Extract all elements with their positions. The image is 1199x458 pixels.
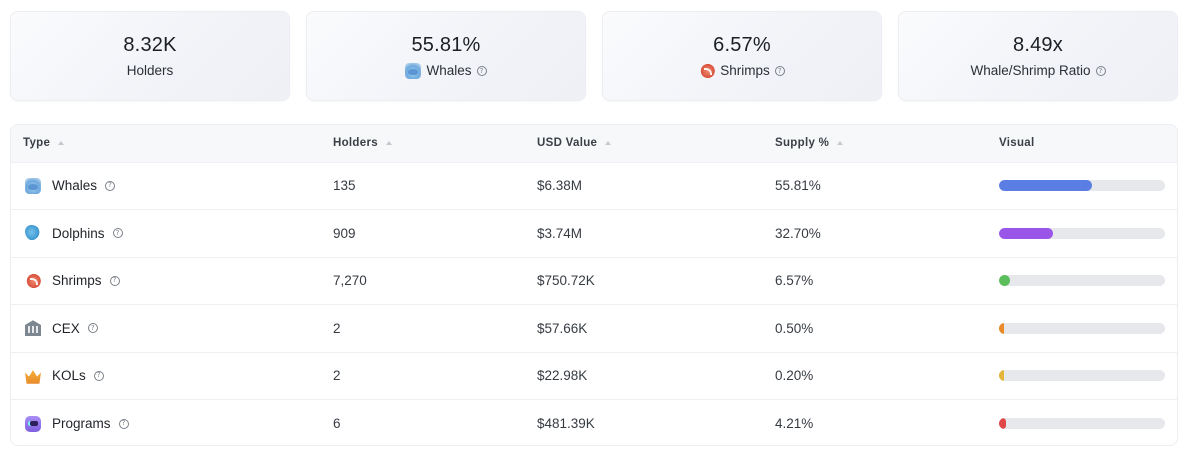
usd-value-cell: $3.74M: [537, 225, 583, 241]
help-icon[interactable]: ?: [774, 66, 785, 76]
ratio-label: Whale/Shrimp Ratio: [970, 63, 1091, 78]
sort-icon[interactable]: [385, 141, 392, 146]
help-icon[interactable]: ?: [1095, 66, 1106, 76]
supply-bar: [999, 180, 1165, 192]
holders-cell: 909: [333, 225, 356, 241]
whale-icon: [405, 63, 422, 79]
ratio-label-row: Whale/Shrimp Ratio ?: [970, 63, 1106, 79]
shrimp-icon: [699, 63, 716, 79]
help-icon[interactable]: ?: [476, 66, 487, 76]
shrimps-label: Shrimps: [720, 63, 770, 78]
help-icon[interactable]: ?: [87, 323, 98, 334]
holders-label: Holders: [126, 63, 174, 78]
header-holders[interactable]: Holders: [321, 125, 525, 162]
supply-bar: [999, 322, 1165, 334]
holders-cell: 7,270: [333, 273, 367, 289]
supply-bar-fill: [999, 322, 1004, 334]
supply-bar-fill: [999, 418, 1006, 429]
summary-cards: 8.32K Holders 55.81% Whales ? 6.57% Shri…: [10, 11, 1178, 101]
header-holders-label: Holders: [333, 137, 378, 150]
holders-value: 8.32K: [123, 34, 177, 56]
supply-cell: 4.21%: [775, 416, 814, 431]
holders-cell: 135: [333, 178, 356, 194]
header-type-label: Type: [23, 137, 51, 150]
table-row[interactable]: CEX? 2 $57.66K 0.50%: [11, 304, 1177, 353]
table-header-row: Type Holders USD Value Supply % Visual: [11, 125, 1177, 162]
supply-cell: 0.50%: [775, 320, 814, 336]
header-type[interactable]: Type: [11, 125, 321, 162]
shrimps-label-row: Shrimps ?: [699, 63, 785, 79]
header-visual-label: Visual: [999, 137, 1035, 150]
header-visual: Visual: [987, 125, 1177, 162]
ratio-value: 8.49x: [1013, 34, 1063, 56]
usd-value-cell: $22.98K: [537, 368, 588, 384]
usd-value-cell: $750.72K: [537, 273, 595, 289]
table-row[interactable]: Whales? 135 $6.38M 55.81%: [11, 162, 1177, 210]
supply-bar-fill: [999, 275, 1010, 287]
shrimps-card: 6.57% Shrimps ?: [602, 11, 882, 101]
type-name: Whales: [52, 178, 98, 194]
shrimp-icon: [25, 272, 41, 289]
help-icon[interactable]: ?: [118, 418, 129, 429]
type-cell: Dolphins?: [23, 225, 321, 242]
usd-value-cell: $481.39K: [537, 416, 595, 431]
sort-icon[interactable]: [605, 141, 612, 146]
type-cell: CEX?: [23, 320, 321, 337]
help-icon[interactable]: ?: [93, 370, 104, 381]
whales-label: Whales: [426, 63, 472, 78]
whale-icon: [25, 177, 41, 194]
supply-bar: [999, 275, 1165, 287]
supply-bar-fill: [999, 180, 1092, 192]
table-row[interactable]: Shrimps? 7,270 $750.72K 6.57%: [11, 257, 1177, 305]
supply-cell: 0.20%: [775, 368, 814, 384]
header-supply-label: Supply %: [775, 137, 830, 150]
supply-bar: [999, 227, 1165, 239]
type-cell: Programs?: [23, 415, 321, 432]
holders-card: 8.32K Holders: [10, 11, 290, 101]
supply-cell: 32.70%: [775, 225, 821, 241]
sort-icon[interactable]: [58, 141, 65, 146]
type-name: Dolphins: [52, 225, 105, 241]
type-cell: KOLs?: [23, 368, 321, 384]
whales-value: 55.81%: [411, 34, 481, 56]
type-name: KOLs: [52, 368, 86, 384]
usd-value-cell: $57.66K: [537, 320, 588, 336]
header-supply[interactable]: Supply %: [763, 125, 987, 162]
robot-icon: [25, 415, 41, 432]
sort-icon[interactable]: [837, 141, 844, 146]
holders-label-row: Holders: [127, 63, 174, 79]
whales-label-row: Whales ?: [405, 63, 487, 79]
help-icon[interactable]: ?: [109, 275, 120, 286]
ratio-card: 8.49x Whale/Shrimp Ratio ?: [898, 11, 1178, 101]
type-name: Shrimps: [52, 273, 102, 289]
type-name: CEX: [52, 320, 80, 336]
supply-bar: [999, 418, 1165, 429]
header-usd-value[interactable]: USD Value: [525, 125, 763, 162]
type-cell: Whales?: [23, 177, 321, 194]
whales-card: 55.81% Whales ?: [306, 11, 586, 101]
supply-cell: 55.81%: [775, 178, 821, 194]
supply-cell: 6.57%: [775, 273, 814, 289]
type-name: Programs: [52, 416, 111, 431]
help-icon[interactable]: ?: [105, 180, 116, 191]
usd-value-cell: $6.38M: [537, 178, 583, 194]
holders-cell: 2: [333, 320, 341, 336]
type-cell: Shrimps?: [23, 272, 321, 289]
table-row[interactable]: Programs? 6 $481.39K 4.21%: [11, 399, 1177, 446]
dolphin-icon: [25, 225, 41, 242]
supply-bar-fill: [999, 227, 1054, 239]
holders-cell: 6: [333, 416, 341, 431]
header-usd-value-label: USD Value: [537, 137, 598, 150]
crown-icon: [25, 370, 41, 384]
table-row[interactable]: KOLs? 2 $22.98K 0.20%: [11, 352, 1177, 400]
supply-bar-fill: [999, 370, 1004, 382]
help-icon[interactable]: ?: [112, 228, 123, 239]
shrimps-value: 6.57%: [713, 34, 771, 56]
supply-bar: [999, 370, 1165, 382]
table-row[interactable]: Dolphins? 909 $3.74M 32.70%: [11, 209, 1177, 258]
holders-cell: 2: [333, 368, 341, 384]
bank-icon: [25, 320, 41, 337]
holder-distribution-table: Type Holders USD Value Supply % Visual W…: [10, 124, 1178, 446]
